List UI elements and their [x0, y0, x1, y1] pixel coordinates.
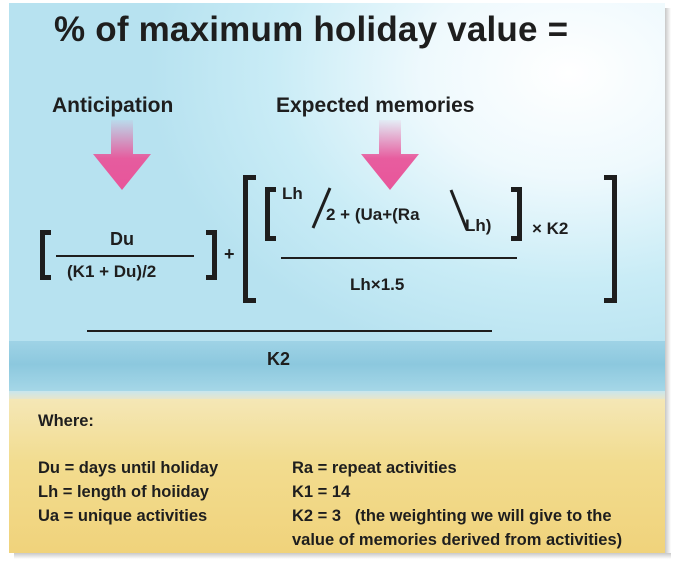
sand-area — [9, 399, 665, 553]
inner-bracket-right — [511, 187, 522, 241]
memories-bracket-right — [604, 175, 617, 303]
legend-heading: Where: — [38, 412, 94, 430]
legend-item-ra: Ra = repeat activities — [292, 459, 457, 477]
ra-over-lh-slash — [449, 189, 469, 231]
memories-bracket-left — [243, 175, 256, 303]
anticipation-arrow-icon — [93, 120, 151, 190]
lh-over-2-denominator: 2 + (Ua+(Ra — [326, 205, 420, 224]
expected-memories-arrow-icon — [361, 120, 419, 190]
legend-item-lh: Lh = length of hoiiday — [38, 483, 209, 501]
ra-over-lh-denominator: Lh) — [465, 216, 492, 235]
anticipation-bracket-left — [40, 230, 51, 280]
times-k2: × K2 — [532, 219, 569, 238]
legend-item-du: Du = days until holiday — [38, 459, 219, 477]
formula-title: % of maximum holiday value = — [54, 10, 569, 49]
legend-item-k2: K2 = 3 (the weighting we will give to th… — [292, 507, 612, 525]
legend-item-k1: K1 = 14 — [292, 483, 351, 501]
lh-over-2-slash — [311, 187, 332, 229]
overall-fraction-bar — [87, 330, 492, 332]
anticipation-label: Anticipation — [52, 94, 174, 117]
frame-shadow-bottom — [14, 553, 671, 559]
anticipation-fraction-bar — [56, 255, 194, 257]
anticipation-bracket-right — [206, 230, 217, 280]
memories-fraction-bar — [281, 257, 517, 259]
memories-denominator: Lh×1.5 — [350, 275, 405, 294]
overall-denominator: K2 — [267, 349, 291, 369]
legend-item-ua: Ua = unique activities — [38, 507, 208, 525]
expected-memories-label: Expected memories — [276, 94, 475, 117]
sea-band — [9, 341, 665, 393]
lh-over-2-numerator: Lh — [282, 184, 303, 203]
legend-item-k2-note: value of memories derived from activitie… — [292, 531, 623, 549]
inner-bracket-left — [265, 187, 276, 241]
frame-shadow-right — [665, 8, 671, 559]
anticipation-denominator: (K1 + Du)/2 — [67, 262, 157, 281]
shoreline — [9, 391, 665, 401]
anticipation-numerator: Du — [110, 229, 134, 249]
plus-sign: + — [224, 244, 235, 264]
